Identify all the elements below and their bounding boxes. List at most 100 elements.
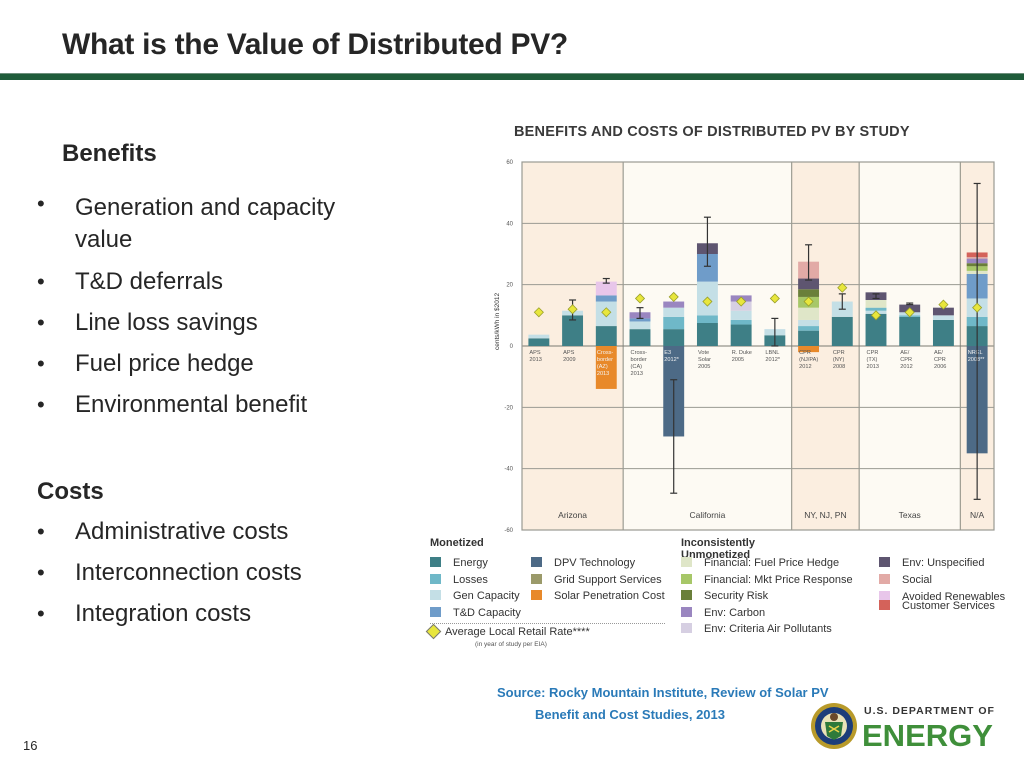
legend-label: Energy [453, 557, 488, 569]
bar-segment-gen-capacity [932, 315, 954, 320]
bar-segment-gen-capacity [798, 319, 820, 327]
legend-item: Customer Services [879, 600, 995, 612]
bar-segment-solar-penetration [798, 346, 820, 353]
bar-segment-security-risk [798, 289, 820, 297]
chart-title: BENEFITS AND COSTS OF DISTRIBUTED PV BY … [514, 124, 910, 140]
region-label: Arizona [558, 510, 587, 520]
y-tick-label: -20 [504, 405, 513, 411]
legend-item: Env: Unspecified [879, 557, 985, 569]
legend-group-title: Monetized [430, 537, 484, 549]
legend-item: Losses [430, 573, 488, 586]
error-bar [602, 277, 610, 284]
source-line-2: Benefit and Cost Studies, 2013 [535, 707, 725, 722]
category-label: APS 2013 [529, 350, 541, 363]
error-bar [973, 182, 981, 500]
cost-item-text: Integration costs [75, 600, 252, 627]
legend-item: Avoided Renewables [879, 591, 1005, 603]
benefit-item-text: Fuel price hedge [75, 350, 254, 377]
category-label: NREL 2008** [968, 350, 986, 363]
category-label: APS 2009 [563, 350, 575, 363]
legend-swatch [430, 590, 441, 600]
legend-swatch [879, 557, 890, 567]
category-label: LBNL 2012* [765, 350, 780, 363]
bar-segment-solar-penetration [595, 346, 617, 389]
legend-group-title: Inconsistently Unmonetized [681, 537, 755, 561]
benefit-item: Generation and capacity value [37, 188, 397, 261]
legend-label: Solar Penetration Cost [554, 590, 665, 602]
source-citation: Source: Rocky Mountain Institute, Review… [497, 682, 829, 726]
bar-segment-losses [865, 307, 887, 311]
cost-item: Administrative costs [37, 511, 397, 552]
category-label: Vote Solar 2005 [698, 350, 711, 370]
retail-rate-marker [769, 293, 780, 304]
legend-swatch [531, 557, 542, 567]
category-label: R. Duke 2005 [732, 350, 752, 363]
error-bar [771, 317, 779, 347]
legend-item: DPV Technology [531, 557, 635, 569]
legend-label: Security Risk [704, 590, 769, 602]
y-tick-label: 0 [510, 344, 514, 350]
category-label: Cross-border (AZ) 2013 [597, 350, 614, 377]
bar-segment-losses [663, 316, 685, 330]
category-label: CPR (NY) 2008 [833, 350, 845, 370]
bar-segment-fuel-price-hedge [798, 307, 820, 320]
error-bar [636, 307, 644, 319]
bar-segment-energy [831, 316, 853, 346]
error-bar [906, 302, 914, 306]
error-bar [838, 293, 846, 310]
retail-rate-marker [634, 293, 646, 304]
legend-item: Gen Capacity [430, 590, 520, 602]
retail-rate-marker [837, 282, 848, 293]
category-label: CPR (NJ/PA) 2012 [799, 350, 818, 370]
legend-swatch [681, 557, 692, 567]
legend-label: Gen Capacity [453, 590, 520, 602]
retail-rate-marker [938, 299, 949, 310]
error-bar [703, 216, 711, 267]
legend-label: T&D Capacity [453, 606, 521, 619]
category-label: E3 2012* [664, 350, 679, 363]
retail-rate-marker [668, 291, 679, 302]
slide-title: What is the Value of Distributed PV? [62, 28, 568, 61]
retail-rate-marker [803, 296, 814, 307]
benefits-heading: Benefits [62, 140, 157, 167]
error-bar [805, 244, 813, 281]
retail-rate-marker [972, 302, 983, 313]
legend-swatch [430, 557, 441, 567]
legend-swatch [531, 590, 542, 600]
legend-label: Financial: Mkt Price Response [704, 573, 853, 586]
bar-segment-energy [629, 329, 651, 346]
legend-label: Financial: Fuel Price Hedge [704, 557, 840, 569]
legend-item: Financial: Fuel Price Hedge [681, 557, 839, 569]
legend-item: Env: Criteria Air Pollutants [681, 623, 832, 635]
bar-segment-td-capacity [696, 254, 718, 282]
region-label: California [689, 510, 725, 520]
y-tick-label: 20 [506, 283, 513, 289]
bar-segment-gen-capacity [528, 334, 550, 339]
retail-rate-marker [533, 307, 544, 318]
y-axis-label: cents/kWh in $2012 [494, 293, 501, 350]
y-tick-label: -40 [504, 467, 513, 473]
doe-logo: U.S. DEPARTMENT OF ENERGY [811, 703, 994, 752]
legend-item: Grid Support Services [531, 573, 662, 586]
logo-main-text: ENERGY [862, 718, 993, 752]
category-label: AE/CPR 2006 [934, 350, 946, 370]
costs-heading: Costs [37, 478, 104, 505]
legend-swatch [681, 590, 692, 600]
bar-segment-fuel-price-hedge [865, 300, 887, 308]
legend-label: Env: Carbon [704, 606, 766, 619]
y-tick-label: 40 [506, 221, 513, 227]
title-rule [0, 73, 1024, 80]
bar-segment-env-carbon [663, 301, 685, 308]
bar-segment-losses [696, 315, 718, 323]
legend-swatch [430, 573, 441, 584]
bar-segment-energy [663, 329, 685, 346]
retail-rate-marker [567, 304, 578, 315]
region-label: NY, NJ, PN [804, 510, 846, 520]
bar-segment-energy [798, 330, 820, 346]
bar-segment-energy [899, 316, 921, 346]
legend-swatch [430, 606, 441, 617]
legend-item: Security Risk [681, 590, 768, 602]
legend-label: Grid Support Services [554, 573, 662, 586]
bar-segment-losses [730, 319, 752, 325]
legend-separator [430, 623, 665, 624]
